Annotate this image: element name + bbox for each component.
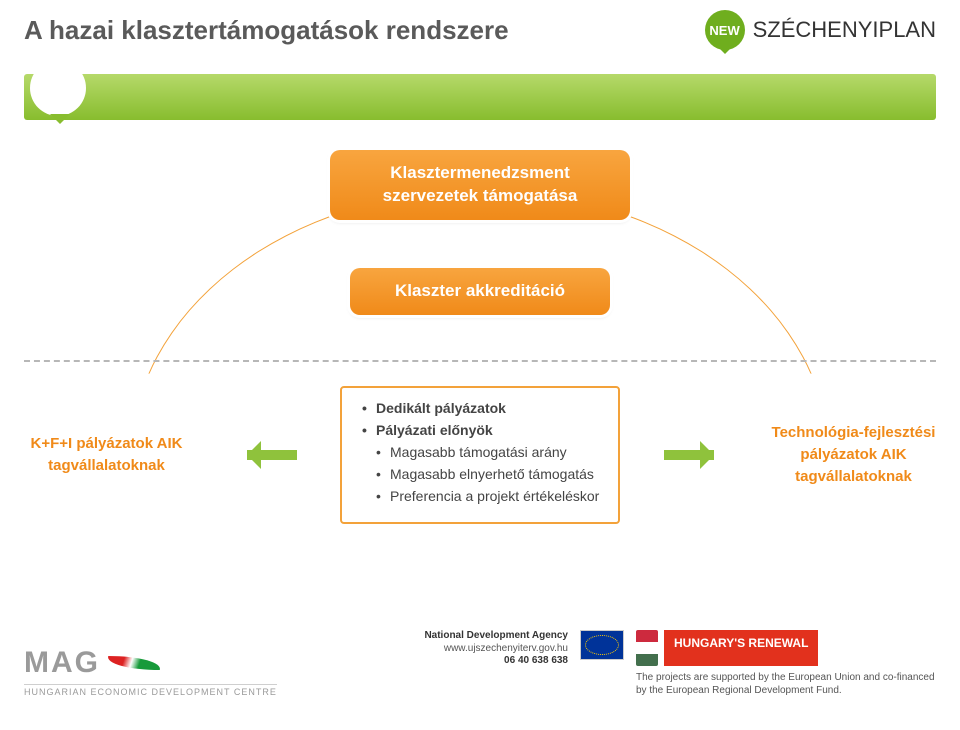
renewal-badge: HUNGARY'S RENEWAL	[664, 630, 818, 666]
hungary-flag-icon	[636, 630, 658, 666]
agency-phone: 06 40 638 638	[424, 655, 568, 668]
agency-name: National Development Agency	[424, 630, 568, 643]
card-item-1: Dedikált pályázatok	[362, 400, 602, 416]
brand-text: SZÉCHENYIPLAN	[753, 17, 936, 43]
arrow-left-icon	[233, 441, 297, 469]
brand-sub: PLAN	[879, 17, 936, 42]
footer-right: National Development Agency www.ujszeche…	[424, 630, 936, 697]
left-node: K+F+I pályázatok AIK tagvállalatoknak	[24, 433, 189, 477]
diagram-area: Klasztermenedzsment szervezetek támogatá…	[0, 138, 960, 558]
right-node: Technológia-fejlesztési pályázatok AIK t…	[771, 422, 936, 487]
mid-node: Klaszter akkreditáció	[350, 268, 610, 315]
band-notch	[30, 60, 86, 116]
center-card: Dedikált pályázatok Pályázati előnyök Ma…	[340, 386, 620, 524]
footer: MAG HUNGARIAN ECONOMIC DEVELOPMENT CENTR…	[24, 630, 936, 697]
header: A hazai klasztertámogatások rendszere NE…	[0, 0, 960, 54]
eu-flag-icon	[580, 630, 624, 660]
card-sub-3: Preferencia a projekt értékeléskor	[376, 488, 602, 504]
mag-logo: MAG	[24, 646, 277, 680]
mag-subtitle: HUNGARIAN ECONOMIC DEVELOPMENT CENTRE	[24, 684, 277, 697]
band-pointer-icon	[50, 114, 70, 134]
green-band	[24, 74, 936, 120]
brand-main: SZÉCHENYI	[753, 17, 879, 42]
top-node: Klasztermenedzsment szervezetek támogatá…	[330, 150, 630, 220]
brand-block: NEW SZÉCHENYIPLAN	[705, 10, 936, 50]
page-title: A hazai klasztertámogatások rendszere	[24, 15, 509, 46]
funding-note: The projects are supported by the Europe…	[636, 672, 936, 697]
mag-logo-block: MAG HUNGARIAN ECONOMIC DEVELOPMENT CENTR…	[24, 646, 277, 697]
card-sub-2: Magasabb elnyerhető támogatás	[376, 466, 602, 482]
dashed-divider	[24, 360, 936, 362]
agency-url: www.ujszechenyiterv.gov.hu	[444, 643, 568, 654]
mag-logo-text: MAG	[24, 646, 100, 680]
new-badge-icon: NEW	[705, 10, 745, 50]
agency-block: National Development Agency www.ujszeche…	[424, 630, 568, 668]
card-item-2: Pályázati előnyök Magasabb támogatási ar…	[362, 422, 602, 504]
mag-swoosh-icon	[104, 656, 165, 670]
card-item-2-label: Pályázati előnyök	[376, 422, 493, 438]
card-sub-1: Magasabb támogatási arány	[376, 444, 602, 460]
bottom-row: K+F+I pályázatok AIK tagvállalatoknak De…	[24, 386, 936, 524]
arrow-right-icon	[664, 441, 728, 469]
